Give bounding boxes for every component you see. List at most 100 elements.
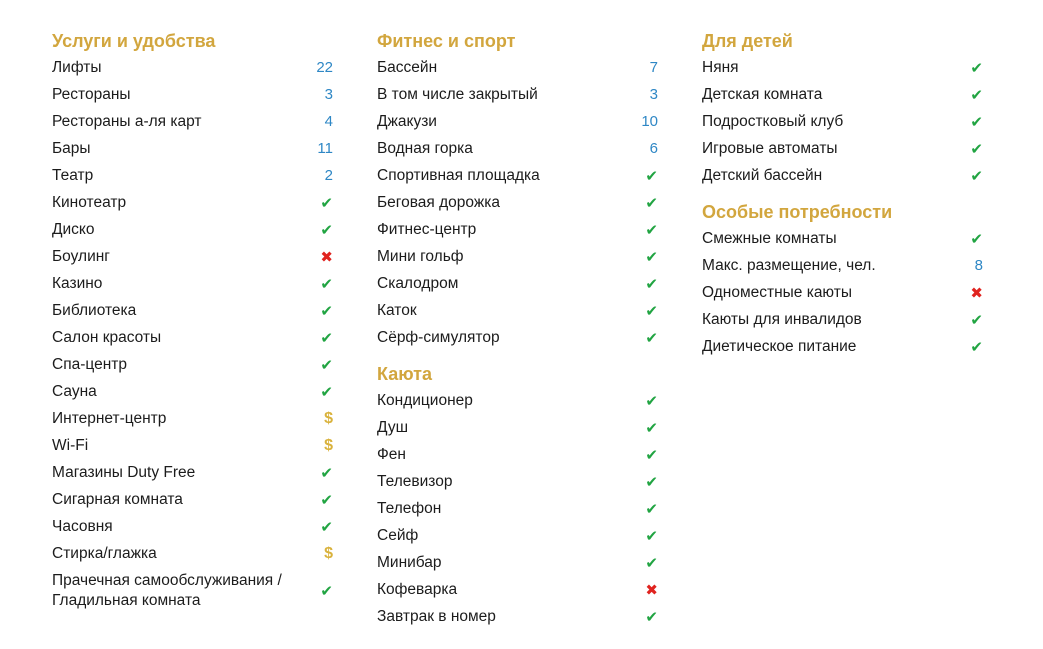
feature-row: Прачечная самообслуживания / Гладильная … [52, 571, 333, 611]
check-icon: ✔ [320, 518, 333, 536]
cross-icon: ✖ [645, 581, 658, 599]
feature-row: Детский бассейн ✔ [702, 166, 983, 186]
feature-row: Каюты для инвалидов ✔ [702, 310, 983, 330]
check-icon: ✔ [320, 491, 333, 509]
feature-label: Водная горка [377, 140, 473, 157]
feature-count: 7 [649, 59, 658, 76]
check-icon: ✔ [645, 554, 658, 572]
check-icon: ✔ [645, 473, 658, 491]
check-icon: ✔ [645, 221, 658, 239]
check-icon: ✔ [970, 230, 983, 248]
amenities-section: Услуги и удобства Лифты 22 Рестораны 3 Рестор… [52, 31, 333, 611]
feature-row: Завтрак в номер ✔ [377, 607, 658, 627]
section-title: Для детей [702, 31, 793, 51]
feature-label: Сейф [377, 527, 419, 544]
check-icon: ✔ [320, 582, 333, 600]
feature-row: Няня ✔ [702, 58, 983, 78]
section-title: Фитнес и спорт [377, 31, 516, 51]
check-icon: ✔ [970, 86, 983, 104]
feature-label: Прачечная самообслуживания / Гладильная … [52, 572, 282, 609]
feature-row: Фен ✔ [377, 445, 658, 465]
feature-count: 22 [316, 59, 333, 76]
check-icon: ✔ [320, 221, 333, 239]
feature-count: 4 [324, 113, 333, 130]
feature-row: Спортивная площадка ✔ [377, 166, 658, 186]
feature-label: Театр [52, 167, 94, 184]
feature-label: Бары [52, 140, 91, 157]
feature-label: Wi-Fi [52, 437, 89, 454]
feature-row: Wi-Fi $ [52, 436, 333, 456]
feature-label: Няня [702, 59, 739, 76]
feature-row: Диетическое питание ✔ [702, 337, 983, 357]
check-icon: ✔ [645, 446, 658, 464]
feature-row: Фитнес-центр ✔ [377, 220, 658, 240]
feature-row: Рестораны 3 [52, 85, 333, 105]
amenities-section: Для детей Няня ✔ Детская комната ✔ Подростков… [702, 31, 983, 186]
feature-label: Детская комната [702, 86, 823, 103]
feature-label: Смежные комнаты [702, 230, 837, 247]
check-icon: ✔ [645, 419, 658, 437]
feature-row: Кондиционер ✔ [377, 391, 658, 411]
feature-row: Подростковый клуб ✔ [702, 112, 983, 132]
feature-label: Мини гольф [377, 248, 464, 265]
amenities-column: Фитнес и спорт Бассейн 7 В том числе закрыт… [377, 31, 658, 634]
feature-label: Боулинг [52, 248, 110, 265]
check-icon: ✔ [645, 167, 658, 185]
feature-row: Рестораны а-ля карт 4 [52, 112, 333, 132]
feature-row: Водная горка 6 [377, 139, 658, 159]
feature-row: Джакузи 10 [377, 112, 658, 132]
check-icon: ✔ [320, 383, 333, 401]
feature-row: Интернет-центр $ [52, 409, 333, 429]
check-icon: ✔ [645, 527, 658, 545]
feature-row: Телефон ✔ [377, 499, 658, 519]
check-icon: ✔ [645, 194, 658, 212]
feature-label: Каюты для инвалидов [702, 311, 862, 328]
check-icon: ✔ [320, 302, 333, 320]
feature-row: Театр 2 [52, 166, 333, 186]
feature-row: Скалодром ✔ [377, 274, 658, 294]
feature-row: В том числе закрытый 3 [377, 85, 658, 105]
check-icon: ✔ [320, 329, 333, 347]
feature-label: Рестораны а-ля карт [52, 113, 202, 130]
feature-label: Кинотеатр [52, 194, 127, 211]
feature-count: 11 [317, 140, 333, 157]
amenities-panel: Услуги и удобства Лифты 22 Рестораны 3 Рестор… [52, 31, 983, 634]
feature-row: Часовня ✔ [52, 517, 333, 537]
section-title: Каюта [377, 364, 432, 384]
feature-row: Лифты 22 [52, 58, 333, 78]
check-icon: ✔ [970, 59, 983, 77]
feature-count: 2 [324, 167, 333, 184]
feature-label: Спа-центр [52, 356, 127, 373]
cross-icon: ✖ [970, 284, 983, 302]
paid-icon: $ [324, 545, 333, 562]
feature-label: Скалодром [377, 275, 459, 292]
check-icon: ✔ [645, 302, 658, 320]
check-icon: ✔ [645, 248, 658, 266]
section-title: Услуги и удобства [52, 31, 216, 51]
paid-icon: $ [324, 410, 333, 427]
feature-label: Кофеварка [377, 581, 458, 598]
feature-label: Библиотека [52, 302, 137, 319]
amenities-column: Услуги и удобства Лифты 22 Рестораны 3 Рестор… [52, 31, 333, 634]
feature-count: 3 [649, 86, 658, 103]
feature-row: Библиотека ✔ [52, 301, 333, 321]
feature-label: Кондиционер [377, 392, 473, 409]
feature-row: Макс. размещение, чел. 8 [702, 256, 983, 276]
feature-label: Сигарная комната [52, 491, 183, 508]
feature-label: Завтрак в номер [377, 608, 496, 625]
feature-label: Телевизор [377, 473, 453, 490]
feature-label: Интернет-центр [52, 410, 167, 427]
feature-label: Казино [52, 275, 103, 292]
feature-row: Мини гольф ✔ [377, 247, 658, 267]
amenities-section: Фитнес и спорт Бассейн 7 В том числе закрыт… [377, 31, 658, 348]
feature-row: Диско ✔ [52, 220, 333, 240]
feature-count: 6 [649, 140, 658, 157]
amenities-section: Каюта Кондиционер ✔ Душ ✔ Фен ✔ Телевизор ✔ Телеф… [377, 364, 658, 627]
check-icon: ✔ [970, 167, 983, 185]
check-icon: ✔ [645, 392, 658, 410]
feature-row: Минибар ✔ [377, 553, 658, 573]
amenities-column: Для детей Няня ✔ Детская комната ✔ Подростков… [702, 31, 983, 634]
feature-label: Фитнес-центр [377, 221, 477, 238]
feature-label: Минибар [377, 554, 442, 571]
feature-label: Сёрф-симулятор [377, 329, 500, 346]
